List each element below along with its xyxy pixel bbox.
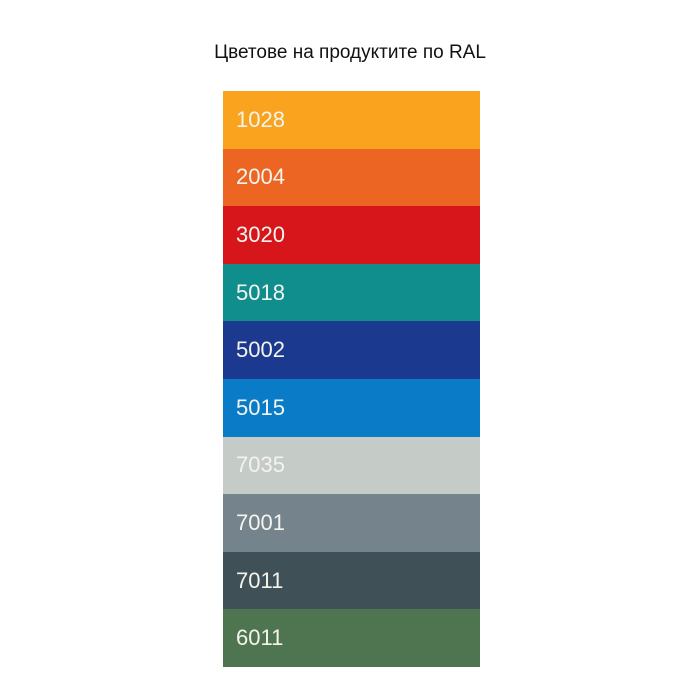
ral-swatch-list: 1028 2004 3020 5018 5002 5015 7035 7001 7011 6011: [223, 91, 480, 667]
swatch-code: 1028: [236, 106, 285, 132]
color-swatch-5002: 5002: [223, 321, 480, 379]
swatch-code: 6011: [236, 625, 284, 651]
color-swatch-3020: 3020: [223, 206, 480, 264]
swatch-code: 5015: [236, 394, 285, 420]
swatch-code: 3020: [236, 221, 285, 247]
swatch-code: 2004: [236, 164, 285, 190]
swatch-code: 7001: [236, 509, 285, 535]
swatch-code: 7035: [236, 452, 285, 478]
page-title: Цветове на продуктите по RAL: [214, 42, 486, 63]
color-swatch-1028: 1028: [223, 91, 480, 149]
color-swatch-5018: 5018: [223, 263, 480, 322]
color-swatch-6011: 6011: [223, 609, 480, 667]
color-swatch-7035: 7035: [223, 436, 480, 495]
swatch-code: 5002: [236, 337, 285, 363]
color-swatch-5015: 5015: [223, 378, 480, 437]
color-swatch-2004: 2004: [223, 148, 480, 207]
swatch-code: 5018: [236, 279, 285, 305]
color-swatch-7011: 7011: [223, 551, 480, 610]
swatch-code: 7011: [236, 567, 284, 593]
color-swatch-7001: 7001: [223, 494, 480, 552]
